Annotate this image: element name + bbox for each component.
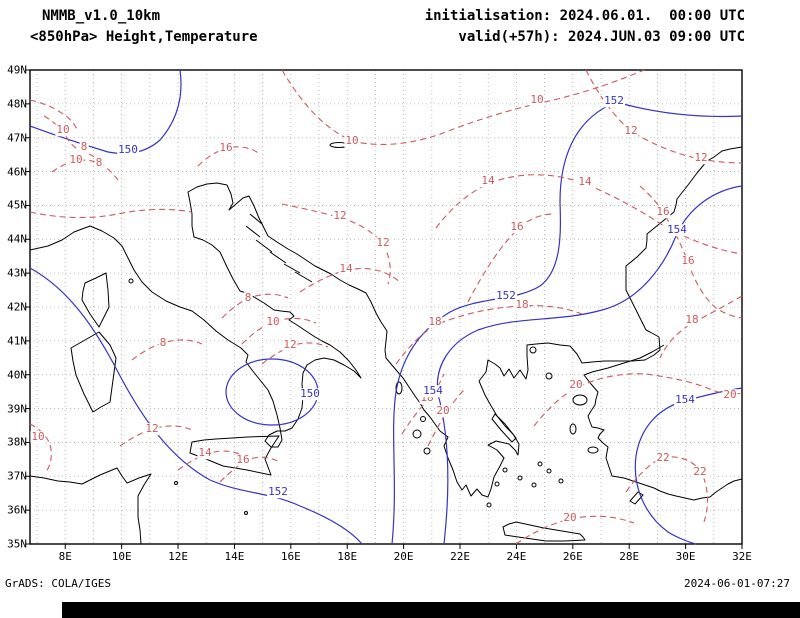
coast-shape (531, 482, 537, 488)
tmp-shape (119, 425, 193, 447)
tmp-shape (395, 305, 583, 365)
hgt-shape (634, 387, 743, 545)
coastlines (29, 142, 743, 545)
coast-shape (128, 278, 134, 284)
tmp-shape (281, 203, 391, 285)
tmp-shape (241, 317, 317, 345)
level-parameter-title: <850hPa> Height,Temperature (30, 29, 258, 45)
valid-time-label: valid(+57h): 2024.JUN.03 09:00 UTC (458, 29, 745, 45)
coast-shape (423, 447, 431, 455)
tmp-shape (29, 208, 193, 219)
coast-shape (583, 344, 743, 501)
coast-shape (244, 511, 248, 515)
hgt-shape (436, 185, 743, 545)
coast-shape (226, 184, 441, 432)
tmp-shape (51, 159, 119, 181)
coast-shape (502, 521, 586, 542)
axis-ticks (25, 69, 743, 549)
coast-shape (29, 182, 362, 448)
coast-shape (625, 146, 743, 338)
init-time-label: initialisation: 2024.06.01. 00:00 UTC (424, 8, 745, 24)
tmp-shape (131, 339, 203, 361)
grads-stamp: GrADS: COLA/IGES (5, 577, 111, 590)
coast-shape (546, 468, 552, 474)
coast-shape (81, 272, 110, 328)
tmp-shape (435, 174, 743, 255)
tmp-shape (515, 515, 635, 545)
coast-shape (545, 372, 553, 380)
tmp-shape (281, 69, 645, 146)
hgt-shape (29, 69, 182, 155)
tmp-shape (299, 267, 401, 293)
coast-shape (420, 416, 426, 422)
coast-shape (537, 461, 543, 467)
coast-shape (486, 502, 492, 508)
coast-shape (572, 394, 588, 406)
coast-shape (189, 435, 280, 476)
coast-shape (395, 381, 403, 395)
coast-shape (529, 346, 537, 354)
creation-timestamp: 2024-06-01-07:27 (684, 577, 790, 590)
tmp-shape (533, 373, 743, 427)
tmp-shape (197, 146, 261, 167)
coast-shape (245, 213, 313, 283)
tmp-shape (29, 99, 79, 133)
hgt-shape (391, 101, 743, 545)
hgt-shape (29, 267, 363, 545)
coast-shape (29, 467, 152, 545)
tmp-shape (177, 450, 245, 471)
coast-shape (412, 429, 422, 439)
coast-shape (502, 467, 508, 473)
coast-shape (494, 481, 500, 487)
tmp-shape (625, 456, 709, 523)
coast-shape (491, 413, 517, 443)
coast-shape (558, 478, 564, 484)
coast-shape (587, 446, 599, 454)
bottom-bar (62, 602, 800, 618)
tmp-shape (29, 423, 52, 473)
coast-shape (329, 142, 349, 148)
tmp-shape (659, 295, 743, 359)
tmp-shape (427, 389, 465, 447)
hgt-shape (225, 358, 319, 426)
coast-shape (174, 481, 178, 485)
tmp-shape (467, 213, 555, 303)
coast-shape (517, 475, 523, 481)
coast-shape (569, 423, 577, 435)
model-title: NMMB_v1.0_10km (42, 8, 161, 24)
map-frame (29, 69, 743, 545)
tmp-shape (221, 293, 289, 319)
coast-shape (70, 331, 117, 413)
coast-shape (629, 491, 644, 505)
tmp-shape (261, 342, 329, 365)
coast-shape (439, 336, 661, 498)
